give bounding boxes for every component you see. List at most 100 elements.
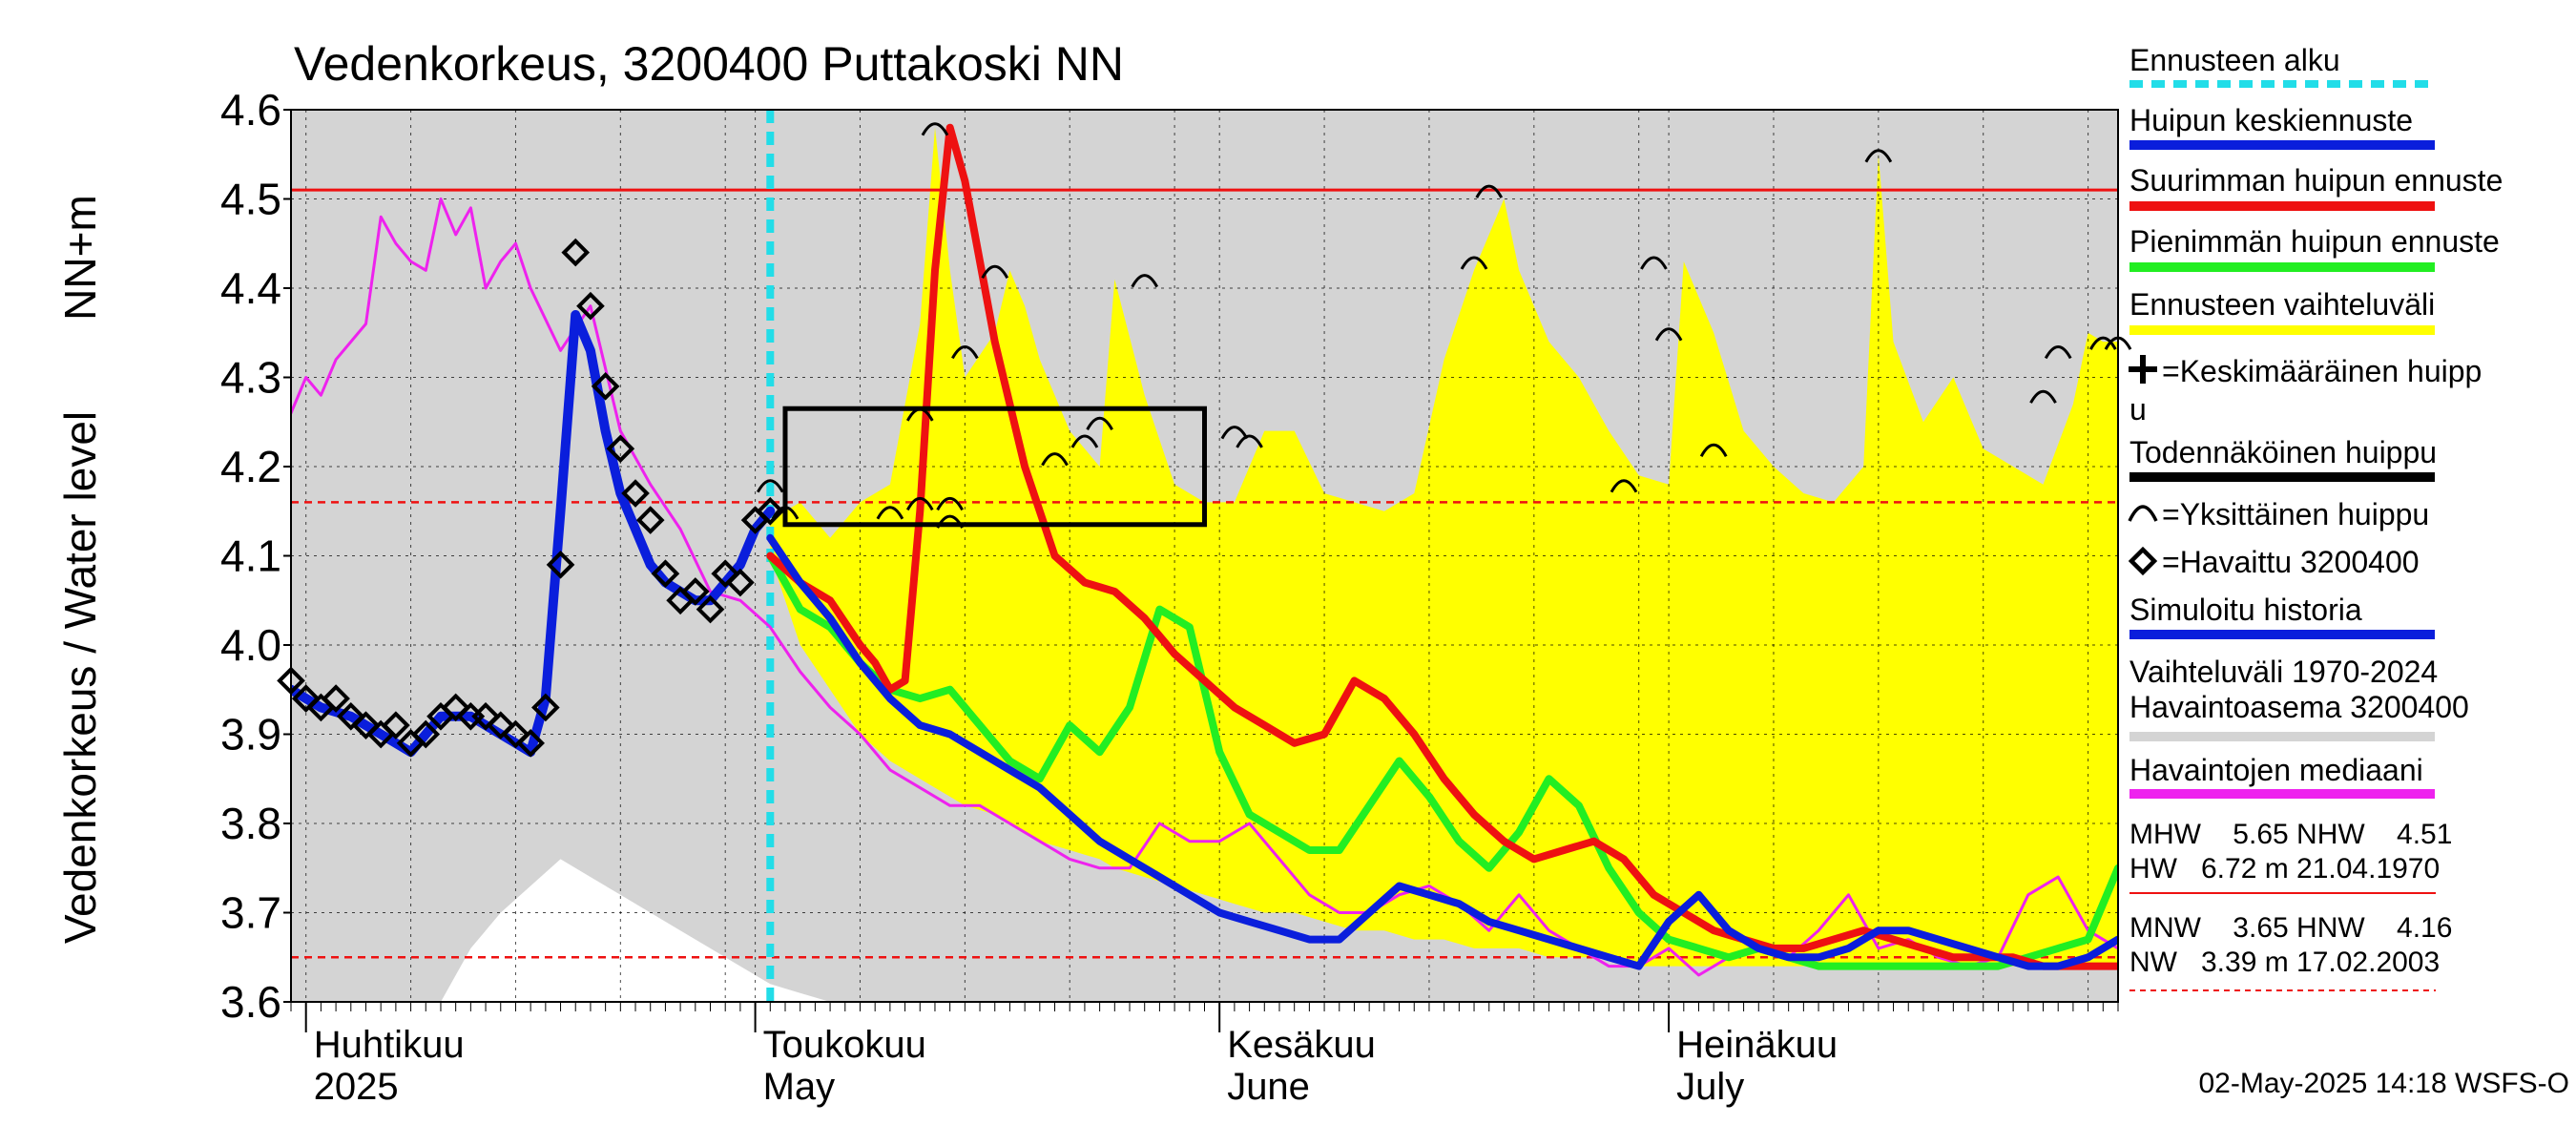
- min-peak-forecast-line: [766, 552, 2118, 970]
- observed-marker: [516, 729, 545, 758]
- observed-marker: [501, 719, 530, 749]
- y-tick-label: 4.0: [220, 620, 281, 670]
- observed-marker: [651, 559, 680, 589]
- legend-label: =Keskimääräinen huipp: [2162, 354, 2482, 388]
- legend: Ennusteen alku Huipun keskiennuste Suurimm…: [2128, 43, 2503, 799]
- observed-marker: [621, 479, 650, 508]
- single-peak-marker: [756, 479, 784, 493]
- single-peak-marker: [951, 344, 979, 360]
- y-tick-label: 4.5: [220, 175, 281, 224]
- y-axis-unit: NN+m: [55, 195, 105, 321]
- stats-line-4: NW 3.39 m 17.02.2003: [2129, 947, 2440, 978]
- single-peak-marker: [2044, 344, 2072, 360]
- single-peak-marker: [1086, 416, 1113, 430]
- observed-marker: [635, 506, 665, 534]
- observed-marker: [351, 711, 381, 739]
- legend-label: Havaintojen mediaani: [2129, 753, 2423, 787]
- single-peak-marker: [2029, 389, 2057, 404]
- observed-marker: [561, 238, 591, 267]
- observed-markers: [277, 238, 785, 758]
- legend-label: Huipun keskiennuste: [2129, 103, 2413, 137]
- y-tick-label: 4.6: [220, 85, 281, 135]
- observed-marker: [322, 684, 350, 713]
- max-peak-forecast-line: [766, 123, 2118, 970]
- single-peak-marker: [1654, 327, 1683, 342]
- single-peak-marker: [876, 506, 904, 520]
- single-peak-marker: [936, 496, 964, 511]
- observed-marker: [382, 711, 410, 739]
- observed-marker: [606, 434, 635, 464]
- legend-label-cont: u: [2129, 392, 2147, 427]
- legend-label: Ennusteen vaihteluväli: [2129, 287, 2435, 322]
- stats-line-3: MNW 3.65 HNW 4.16: [2129, 912, 2452, 944]
- stats-line-2: HW 6.72 m 21.04.1970: [2129, 853, 2440, 885]
- legend-arc-icon: [2128, 505, 2158, 522]
- probable-peak-box-layer: [782, 406, 1208, 528]
- observed-marker: [486, 711, 515, 739]
- single-peak-marker: [1041, 452, 1069, 467]
- single-peak-marker: [905, 496, 934, 511]
- forecast-range-band: [770, 127, 2118, 967]
- x-month-sublabel: July: [1676, 1066, 1744, 1108]
- single-peak-marker: [981, 264, 1009, 280]
- single-peak-marker: [1220, 426, 1249, 440]
- observed-marker: [711, 559, 740, 589]
- y-axis-label: Vedenkorkeus / Water level: [55, 411, 105, 944]
- observed-marker: [531, 693, 560, 722]
- observed-marker: [726, 568, 755, 597]
- observed-marker: [471, 701, 500, 731]
- observed-marker: [441, 693, 470, 722]
- stats-line-1: MHW 5.65 NHW 4.51: [2129, 819, 2452, 850]
- legend-label: Pienimmän huipun ennuste: [2129, 224, 2500, 259]
- x-month-label: Kesäkuu: [1227, 1024, 1376, 1066]
- y-tick-label: 3.8: [220, 799, 281, 848]
- y-axis-ticks: 3.6 3.7 3.8 3.9 4.0 4.1 4.2 4.3 4.4 4.5 4.6: [220, 85, 291, 1027]
- legend-diamond-icon: [2128, 546, 2158, 576]
- observed-marker: [411, 719, 441, 749]
- x-month-sublabel: 2025: [314, 1066, 399, 1108]
- observed-marker: [696, 594, 725, 624]
- probable-peak-box: [782, 406, 1208, 528]
- y-tick-label: 3.9: [220, 710, 281, 760]
- x-month-label: Huhtikuu: [314, 1024, 465, 1066]
- y-tick-label: 4.4: [220, 263, 281, 313]
- y-tick-label: 4.2: [220, 442, 281, 491]
- observed-marker: [336, 701, 365, 731]
- legend-plus-icon: [2129, 355, 2157, 384]
- single-peak-marker: [1610, 479, 1638, 493]
- single-peak-marker: [2088, 336, 2117, 350]
- legend-label: =Havaittu 3200400: [2162, 545, 2420, 579]
- single-peak-marker: [1640, 256, 1668, 270]
- legend-label: Ennusteen alku: [2129, 43, 2340, 77]
- x-month-label: Toukokuu: [763, 1024, 926, 1066]
- chart-title: Vedenkorkeus, 3200400 Puttakoski NN: [294, 37, 1124, 91]
- stats-block: MHW 5.65 NHW 4.51 HW 6.72 m 21.04.1970 M…: [2129, 819, 2452, 991]
- y-tick-label: 3.6: [220, 977, 281, 1027]
- legend-label: Vaihteluväli 1970-2024: [2129, 655, 2438, 689]
- x-month-sublabel: May: [763, 1066, 836, 1108]
- single-peak-marker: [1460, 256, 1488, 270]
- observed-marker: [291, 684, 321, 713]
- mean-peak-forecast-line: [766, 533, 2118, 970]
- y-tick-label: 4.1: [220, 531, 281, 581]
- legend-label: Simuloitu historia: [2129, 593, 2362, 627]
- legend-label: Todennäköinen huippu: [2129, 435, 2437, 469]
- y-tick-label: 4.3: [220, 353, 281, 403]
- observed-marker: [591, 372, 620, 401]
- observed-marker: [680, 577, 710, 606]
- single-peak-marker: [1131, 274, 1159, 288]
- legend-label-cont: Havaintoasema 3200400: [2129, 690, 2469, 724]
- single-peak-marker: [921, 122, 949, 136]
- single-peak-marker: [1236, 434, 1263, 448]
- observed-marker: [576, 291, 605, 321]
- observed-marker: [756, 496, 785, 526]
- x-month-label: Heinäkuu: [1676, 1024, 1838, 1066]
- y-tick-label: 3.7: [220, 888, 281, 938]
- single-peak-marker: [1070, 434, 1099, 448]
- single-peak-marker: [1864, 149, 1893, 163]
- legend-label: Suurimman huipun ennuste: [2129, 163, 2503, 198]
- legend-label: =Yksittäinen huippu: [2162, 497, 2429, 531]
- single-peak-marker: [1475, 184, 1504, 198]
